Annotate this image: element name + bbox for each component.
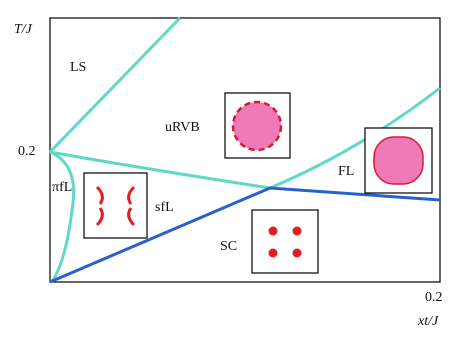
region-label: FL [338, 164, 354, 179]
fl-boundary [269, 86, 441, 190]
x-tick-label: 0.2 [425, 290, 443, 305]
y-tick-label: 0.2 [18, 144, 36, 159]
region-label: uRVB [165, 120, 200, 135]
urvb-inset [224, 92, 291, 159]
region-label: LS [70, 60, 86, 75]
pifl-boundary [49, 150, 76, 283]
region-label: πfL [52, 180, 72, 195]
x-axis-label: xt/J [417, 314, 439, 329]
sc-boundary [49, 186, 441, 284]
fl-inset [364, 127, 433, 194]
sc-inset [251, 209, 319, 274]
pifl-inset [83, 172, 148, 239]
ls-boundary [48, 16, 182, 154]
region-label: SC [220, 239, 237, 254]
urvb-boundary [49, 150, 271, 190]
y-axis-label: T/J [14, 22, 33, 37]
region-label: sfL [155, 200, 174, 215]
